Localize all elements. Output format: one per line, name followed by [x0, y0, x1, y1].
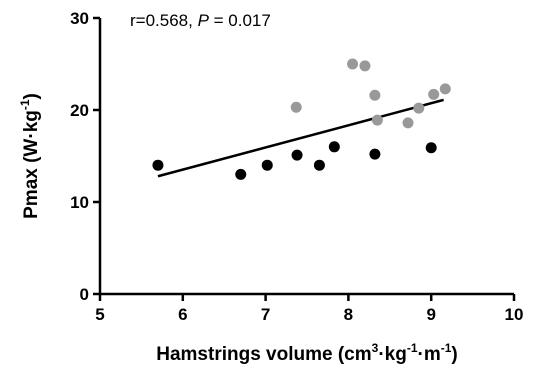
- y-ticks: 0 10 20 30: [70, 9, 100, 304]
- data-point-series-2: [439, 83, 451, 95]
- stats-annotation: r=0.568, P = 0.017: [130, 11, 271, 30]
- data-point-series-2: [347, 58, 359, 70]
- x-tick-label: 5: [95, 305, 104, 324]
- data-point-series-2: [369, 89, 381, 101]
- data-point-series-2: [371, 114, 383, 126]
- x-tick-label: 6: [178, 305, 187, 324]
- data-point-series-2: [428, 88, 440, 100]
- data-point-series-1: [261, 159, 273, 171]
- x-tick-label: 8: [344, 305, 353, 324]
- data-point-series-1: [291, 149, 303, 161]
- x-tick-label: 9: [426, 305, 435, 324]
- data-point-series-2: [402, 117, 414, 129]
- regression-line-group: [157, 98, 444, 178]
- y-tick-label: 20: [70, 101, 89, 120]
- data-point-series-1: [425, 142, 437, 154]
- x-axis-title: Hamstrings volume (cm3·kg-1·m-1): [156, 341, 458, 365]
- data-point-series-2: [290, 101, 302, 113]
- y-axis-title: Pmax (W·kg-1): [18, 93, 42, 219]
- data-point-series-1: [328, 141, 340, 153]
- data-point-series-2: [359, 60, 371, 72]
- data-point-series-1: [152, 159, 164, 171]
- data-point-series-2: [413, 102, 425, 114]
- y-tick-label: 10: [70, 193, 89, 212]
- y-tick-label: 0: [80, 285, 89, 304]
- x-tick-label: 10: [505, 305, 524, 324]
- y-tick-label: 30: [70, 9, 89, 28]
- data-point-series-1: [235, 168, 247, 180]
- data-points: [152, 58, 451, 180]
- data-point-series-1: [369, 148, 381, 160]
- x-ticks: 5 6 7 8 9 10: [95, 294, 523, 324]
- data-point-series-1: [313, 159, 325, 171]
- regression-line: [157, 98, 444, 178]
- x-tick-label: 7: [261, 305, 270, 324]
- plot-area: 5 6 7 8 9 10 0 10 20 30: [70, 9, 523, 324]
